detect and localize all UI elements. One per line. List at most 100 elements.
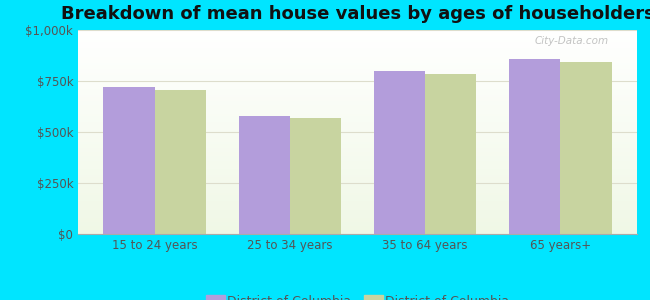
Bar [78, 30, 637, 32]
Bar [78, 40, 637, 42]
Bar [78, 169, 637, 171]
Bar [78, 103, 637, 106]
Bar [78, 163, 637, 165]
Bar [560, 61, 612, 234]
Bar [78, 58, 637, 61]
Bar [78, 69, 637, 71]
Bar [78, 34, 637, 36]
Bar [78, 146, 637, 148]
Bar [78, 85, 637, 87]
Bar [78, 226, 637, 228]
Bar [78, 171, 637, 173]
Bar [78, 206, 637, 208]
Bar [78, 181, 637, 183]
Bar [78, 91, 637, 93]
Bar [78, 52, 637, 55]
Bar [78, 167, 637, 169]
Bar [78, 228, 637, 230]
Bar [78, 212, 637, 214]
Bar [78, 224, 637, 226]
Bar [78, 157, 637, 158]
Bar [374, 71, 425, 234]
Title: Breakdown of mean house values by ages of householders: Breakdown of mean house values by ages o… [60, 5, 650, 23]
Bar [78, 209, 637, 211]
Bar [78, 122, 637, 124]
Bar [78, 79, 637, 81]
Bar [509, 58, 560, 234]
Bar [78, 150, 637, 152]
Bar [78, 67, 637, 69]
Bar [78, 110, 637, 112]
Bar [78, 175, 637, 177]
Bar [78, 48, 637, 50]
Bar [78, 136, 637, 138]
Bar [78, 112, 637, 114]
Bar [78, 193, 637, 195]
Bar [78, 214, 637, 216]
Bar [78, 63, 637, 65]
Bar [78, 177, 637, 179]
Bar [78, 126, 637, 128]
Bar [78, 32, 637, 34]
Bar [78, 203, 637, 206]
Bar [78, 222, 637, 224]
Bar [78, 77, 637, 79]
Bar [78, 152, 637, 154]
Bar [78, 73, 637, 75]
Bar [78, 120, 637, 122]
Bar [78, 107, 637, 110]
Bar [78, 201, 637, 203]
Bar [78, 65, 637, 67]
Bar [103, 87, 155, 234]
Bar [78, 140, 637, 142]
Bar [290, 118, 341, 234]
Bar [78, 230, 637, 232]
Bar [78, 179, 637, 181]
Bar [78, 36, 637, 38]
Bar [78, 93, 637, 95]
Bar [78, 218, 637, 220]
Bar [78, 116, 637, 118]
Bar [78, 142, 637, 144]
Bar [78, 106, 637, 107]
Bar [78, 232, 637, 234]
Bar [78, 134, 637, 136]
Bar [78, 55, 637, 56]
Bar [78, 95, 637, 97]
Bar [78, 165, 637, 167]
Bar [78, 71, 637, 73]
Bar [78, 187, 637, 189]
Bar [78, 97, 637, 99]
Bar [78, 124, 637, 126]
Bar [78, 38, 637, 40]
Bar [78, 83, 637, 85]
Bar [78, 185, 637, 187]
Bar [78, 99, 637, 101]
Bar [78, 197, 637, 199]
Bar [78, 191, 637, 193]
Text: City-Data.com: City-Data.com [535, 36, 609, 46]
Bar [78, 130, 637, 132]
Bar [78, 183, 637, 185]
Bar [78, 46, 637, 48]
Bar [239, 116, 290, 234]
Bar [78, 148, 637, 150]
Bar [78, 208, 637, 209]
Bar [78, 154, 637, 157]
Bar [78, 87, 637, 89]
Bar [78, 56, 637, 58]
Legend: District of Columbia, District of Columbia: District of Columbia, District of Columb… [201, 290, 514, 300]
Bar [78, 128, 637, 130]
Bar [78, 132, 637, 134]
Bar [78, 195, 637, 197]
Bar [78, 114, 637, 116]
Bar [78, 173, 637, 175]
Bar [78, 81, 637, 83]
Bar [78, 118, 637, 120]
Bar [78, 199, 637, 201]
Bar [78, 216, 637, 218]
Bar [78, 220, 637, 222]
Bar [78, 42, 637, 44]
Bar [78, 75, 637, 77]
Bar [78, 101, 637, 103]
